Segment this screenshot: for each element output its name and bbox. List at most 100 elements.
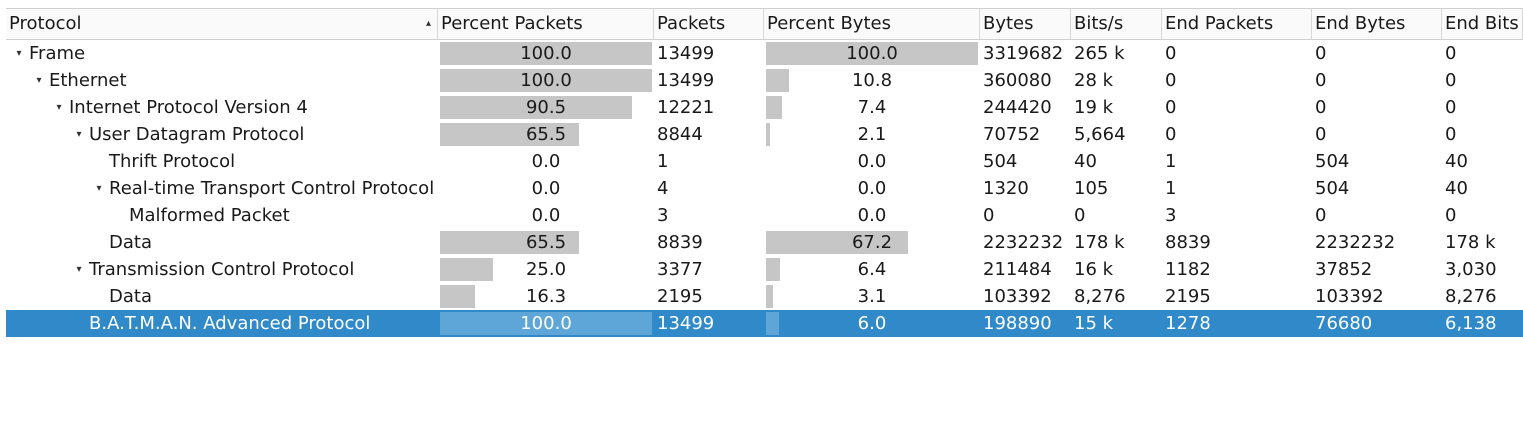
percent-value: 6.0 bbox=[857, 313, 887, 334]
column-header-protocol[interactable]: Protocol ▴ bbox=[6, 9, 438, 39]
bits-s-cell: 265 k bbox=[1074, 43, 1125, 64]
chevron-down-icon[interactable]: ▾ bbox=[56, 102, 62, 113]
column-header-end-bytes[interactable]: End Bytes bbox=[1312, 9, 1442, 39]
protocol-hierarchy-tree[interactable]: Protocol ▴ Percent Packets Packets Percent B… bbox=[6, 8, 1523, 446]
pct-packets-cell: 100.0 bbox=[438, 310, 654, 337]
protocol-cell: Data bbox=[6, 283, 438, 310]
bits-s-cell: 5,664 bbox=[1074, 124, 1126, 145]
packets-cell: 13499 bbox=[657, 43, 715, 64]
protocol-cell: ▾ Transmission Control Protocol bbox=[6, 256, 438, 283]
column-header-pct-bytes[interactable]: Percent Bytes bbox=[764, 9, 980, 39]
packets-cell: 4 bbox=[657, 178, 669, 199]
end-bits-cell: 0 bbox=[1445, 70, 1457, 91]
column-header-label: Bytes bbox=[983, 13, 1034, 34]
protocol-name: B.A.T.M.A.N. Advanced Protocol bbox=[89, 313, 371, 334]
protocol-cell: ▾ Internet Protocol Version 4 bbox=[6, 94, 438, 121]
tree-row[interactable]: Thrift Protocol 0.0 1 0.0 504 40 1 504 40 bbox=[6, 148, 1523, 175]
column-header-bits-s[interactable]: Bits/s bbox=[1071, 9, 1162, 39]
end-packets-cell: 1182 bbox=[1165, 259, 1211, 280]
bits-s-cell: 15 k bbox=[1074, 313, 1114, 334]
end-bytes-cell: 103392 bbox=[1315, 286, 1384, 307]
column-header-end-bits[interactable]: End Bits bbox=[1442, 9, 1523, 39]
tree-row[interactable]: ▾ Real-time Transport Control Protocol 0.0… bbox=[6, 175, 1523, 202]
protocol-cell: ▾ Frame bbox=[6, 40, 438, 67]
percent-value: 67.2 bbox=[851, 232, 893, 253]
end-bits-cell: 0 bbox=[1445, 43, 1457, 64]
end-bytes-cell: 0 bbox=[1315, 43, 1327, 64]
packets-cell: 8839 bbox=[657, 232, 703, 253]
pct-bytes-cell: 0.0 bbox=[764, 148, 980, 175]
packets-cell: 3377 bbox=[657, 259, 703, 280]
tree-row[interactable]: ▾ Frame 100.0 13499 100.0 3319682 265 k 0 0 0 bbox=[6, 40, 1523, 67]
bits-s-cell: 0 bbox=[1074, 205, 1086, 226]
packets-cell: 13499 bbox=[657, 70, 715, 91]
protocol-name: Frame bbox=[29, 43, 86, 64]
end-bytes-cell: 504 bbox=[1315, 151, 1350, 172]
end-packets-cell: 0 bbox=[1165, 124, 1177, 145]
end-packets-cell: 0 bbox=[1165, 97, 1177, 118]
column-header-label: Packets bbox=[657, 13, 726, 34]
column-header-label: End Bits bbox=[1445, 13, 1519, 34]
percent-bar bbox=[766, 312, 779, 335]
percent-bar bbox=[440, 258, 493, 281]
end-bits-cell: 3,030 bbox=[1445, 259, 1497, 280]
chevron-down-icon[interactable]: ▾ bbox=[76, 129, 82, 140]
percent-value: 3.1 bbox=[857, 286, 887, 307]
tree-row[interactable]: ▾ Internet Protocol Version 4 90.5 12221 7.4… bbox=[6, 94, 1523, 121]
tree-row[interactable]: Data 16.3 2195 3.1 103392 8,276 2195 103392 8,27… bbox=[6, 283, 1523, 310]
pct-packets-cell: 65.5 bbox=[438, 229, 654, 256]
tree-row[interactable]: ▾ Ethernet 100.0 13499 10.8 360080 28 k 0 0 0 bbox=[6, 67, 1523, 94]
pct-bytes-cell: 100.0 bbox=[764, 40, 980, 67]
chevron-down-icon[interactable]: ▾ bbox=[16, 48, 22, 59]
end-bits-cell: 178 k bbox=[1445, 232, 1496, 253]
end-packets-cell: 0 bbox=[1165, 43, 1177, 64]
protocol-name: Data bbox=[109, 286, 152, 307]
column-header-end-packets[interactable]: End Packets bbox=[1162, 9, 1312, 39]
tree-row[interactable]: B.A.T.M.A.N. Advanced Protocol 100.0 13499… bbox=[6, 310, 1523, 337]
protocol-cell: B.A.T.M.A.N. Advanced Protocol bbox=[6, 310, 438, 337]
packets-cell: 8844 bbox=[657, 124, 703, 145]
percent-value: 25.0 bbox=[525, 259, 567, 280]
protocol-cell: Data bbox=[6, 229, 438, 256]
bytes-cell: 2232232 bbox=[983, 232, 1064, 253]
bits-s-cell: 178 k bbox=[1074, 232, 1125, 253]
bits-s-cell: 8,276 bbox=[1074, 286, 1126, 307]
bytes-cell: 211484 bbox=[983, 259, 1052, 280]
tree-row[interactable]: Data 65.5 8839 67.2 2232232 178 k 8839 2232232 1… bbox=[6, 229, 1523, 256]
chevron-down-icon[interactable]: ▾ bbox=[76, 264, 82, 275]
percent-value: 90.5 bbox=[525, 97, 567, 118]
tree-row[interactable]: ▾ Transmission Control Protocol 25.0 3377 6.… bbox=[6, 256, 1523, 283]
end-packets-cell: 1 bbox=[1165, 178, 1177, 199]
percent-value: 65.5 bbox=[525, 124, 567, 145]
tree-row[interactable]: ▾ User Datagram Protocol 65.5 8844 2.1 70752 5… bbox=[6, 121, 1523, 148]
pct-bytes-cell: 0.0 bbox=[764, 175, 980, 202]
chevron-down-icon[interactable]: ▾ bbox=[36, 75, 42, 86]
bits-s-cell: 105 bbox=[1074, 178, 1109, 199]
percent-value: 0.0 bbox=[857, 205, 887, 226]
end-bits-cell: 0 bbox=[1445, 124, 1457, 145]
end-bits-cell: 40 bbox=[1445, 151, 1468, 172]
column-header-pct-packets[interactable]: Percent Packets bbox=[438, 9, 654, 39]
end-bits-cell: 6,138 bbox=[1445, 313, 1497, 334]
percent-value: 100.0 bbox=[520, 43, 572, 64]
pct-bytes-cell: 0.0 bbox=[764, 202, 980, 229]
percent-bar bbox=[440, 96, 632, 119]
pct-packets-cell: 100.0 bbox=[438, 40, 654, 67]
percent-value: 10.8 bbox=[851, 70, 893, 91]
protocol-name: Malformed Packet bbox=[129, 205, 290, 226]
protocol-name: Thrift Protocol bbox=[109, 151, 236, 172]
bytes-cell: 244420 bbox=[983, 97, 1052, 118]
column-header-bytes[interactable]: Bytes bbox=[980, 9, 1071, 39]
end-bytes-cell: 504 bbox=[1315, 178, 1350, 199]
percent-value: 100.0 bbox=[520, 313, 572, 334]
chevron-down-icon[interactable]: ▾ bbox=[96, 183, 102, 194]
percent-bar bbox=[766, 258, 780, 281]
percent-bar bbox=[440, 69, 652, 92]
pct-packets-cell: 0.0 bbox=[438, 202, 654, 229]
protocol-cell: Thrift Protocol bbox=[6, 148, 438, 175]
column-header-packets[interactable]: Packets bbox=[654, 9, 764, 39]
end-packets-cell: 2195 bbox=[1165, 286, 1211, 307]
protocol-name: Internet Protocol Version 4 bbox=[69, 97, 308, 118]
tree-row[interactable]: Malformed Packet 0.0 3 0.0 0 0 3 0 0 bbox=[6, 202, 1523, 229]
pct-packets-cell: 65.5 bbox=[438, 121, 654, 148]
